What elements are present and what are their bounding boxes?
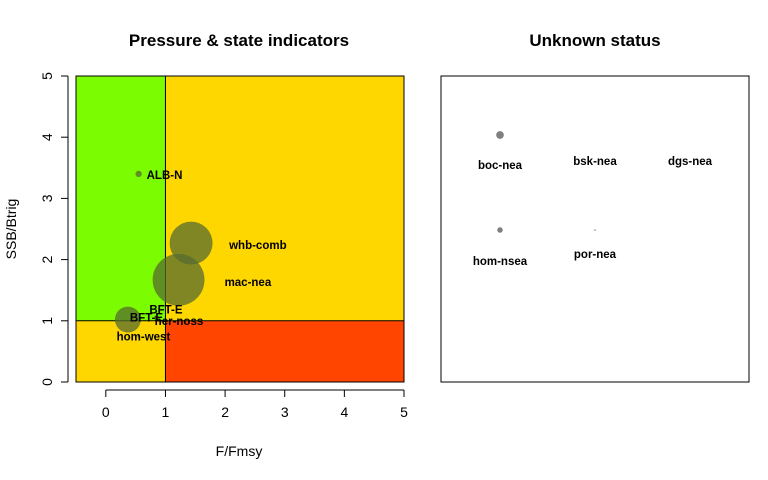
stock-bubble — [152, 253, 205, 306]
zone-2 — [76, 320, 166, 382]
x-tick-label: 2 — [221, 404, 229, 420]
plot-frame-left — [75, 75, 405, 383]
y-axis: 0 1 2 3 4 5 — [39, 72, 69, 386]
y-tick-label: 1 — [39, 317, 55, 325]
stock-label: ALB-N — [147, 170, 183, 182]
zone-backgrounds — [76, 76, 404, 382]
stock-label: whb-comb — [228, 240, 287, 252]
y-tick-label: 5 — [39, 72, 55, 80]
x-axis-label: F/Fmsy — [216, 443, 263, 459]
pressure-state-panel: ALB-Nwhb-combmac-neaBFT-EBFT-Eher-nossho… — [3, 31, 408, 459]
x-tick-label: 5 — [400, 404, 408, 420]
y-axis-label: SSB/Btrig — [3, 199, 19, 260]
y-tick-label: 3 — [39, 194, 55, 202]
stock-bubble — [137, 335, 140, 338]
x-tick-label: 0 — [102, 404, 110, 420]
x-tick-label: 3 — [281, 404, 289, 420]
y-tick-label: 0 — [39, 378, 55, 386]
stock-bubble — [159, 321, 162, 324]
unknown-stock-points: boc-nea bsk-nea dgs-nea hom-nsea por-nea — [473, 131, 713, 268]
x-tick-label: 4 — [340, 404, 348, 420]
stock-label: mac-nea — [225, 277, 272, 289]
left-chart-title: Pressure & state indicators — [129, 31, 349, 50]
unknown-stock-point — [497, 227, 503, 233]
stock-label: BFT-E — [149, 305, 183, 317]
unknown-stock-label: dgs-nea — [668, 156, 713, 168]
y-tick-label: 4 — [39, 133, 55, 141]
plot-frame-right — [440, 75, 750, 383]
zone-1 — [165, 76, 404, 321]
stock-bubble — [154, 315, 157, 318]
unknown-stock-label: hom-nsea — [473, 256, 528, 268]
unknown-stock-point — [594, 229, 596, 231]
unknown-status-panel: boc-nea bsk-nea dgs-nea hom-nsea por-nea Unk… — [440, 31, 750, 383]
stock-label: hom-west — [117, 332, 171, 344]
stock-bubble — [135, 170, 142, 178]
stock-label: her-noss — [155, 316, 204, 328]
stock-bubble — [169, 221, 213, 265]
unknown-stock-label: bsk-nea — [573, 156, 617, 168]
right-chart-title: Unknown status — [529, 31, 660, 50]
stock-bubbles: ALB-Nwhb-combmac-neaBFT-EBFT-Eher-nossho… — [114, 170, 287, 344]
x-axis: 0 1 2 3 4 5 — [102, 389, 408, 420]
unknown-stock-label: por-nea — [574, 249, 617, 261]
unknown-stock-point — [496, 131, 504, 139]
zone-0 — [76, 76, 166, 321]
x-tick-label: 1 — [162, 404, 170, 420]
unknown-stock-label: boc-nea — [478, 160, 523, 172]
stock-bubble — [114, 306, 141, 333]
zone-3 — [165, 320, 404, 382]
y-tick-label: 2 — [39, 255, 55, 263]
